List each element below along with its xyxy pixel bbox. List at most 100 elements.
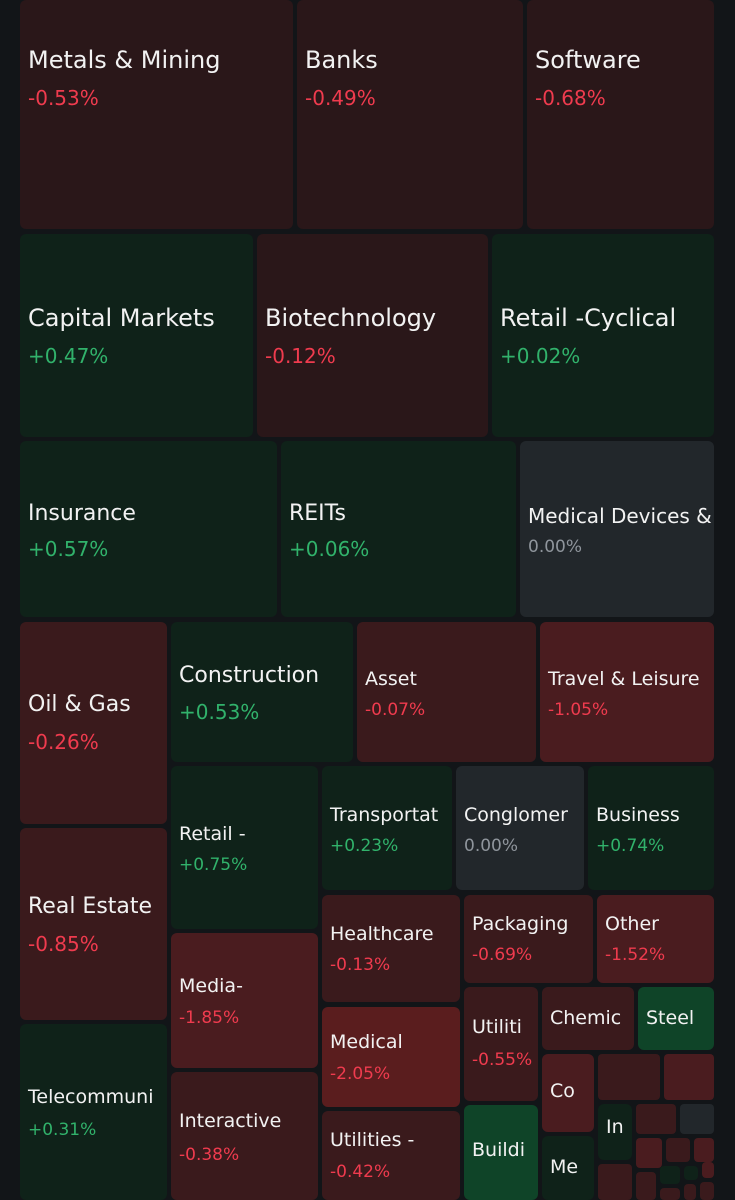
sector-name: Software [535,46,641,74]
sector-tile-interactive[interactable]: Interactive -0.38% [171,1072,318,1200]
sector-name: Capital Markets [28,304,215,332]
sector-name: Medical [330,1031,403,1053]
sector-change: -0.55% [472,1050,533,1070]
sector-change: -0.26% [28,730,99,754]
sector-tile-telecommuni[interactable]: Telecommuni +0.31% [20,1024,167,1200]
sector-name: REITs [289,501,346,526]
sector-name: Buildi [472,1139,525,1161]
sector-change: 0.00% [528,537,583,557]
sector-tile-other[interactable]: Other -1.52% [597,895,714,983]
sector-name: Transportat [330,804,439,826]
sector-change: -1.85% [179,1008,240,1028]
sector-tile-buildi[interactable]: Buildi [464,1105,538,1200]
sector-change: -2.05% [330,1064,391,1084]
sector-tile-small[interactable] [684,1166,698,1180]
sector-name: Real Estate [28,894,153,919]
sector-name: Co [550,1080,575,1102]
sector-change: -0.07% [365,700,426,720]
sector-name: Construction [179,663,320,688]
sector-change: -0.13% [330,955,391,975]
sector-tile-small[interactable] [598,1164,632,1200]
sector-name: Retail -Cyclical [500,304,677,332]
sector-tile-capital-markets[interactable]: Capital Markets +0.47% [20,234,253,437]
sector-tile-small[interactable] [660,1166,680,1184]
sector-change: -1.52% [605,945,666,965]
sector-tile-metals-mining[interactable]: Metals & Mining -0.53% [20,0,293,229]
sector-change: -0.53% [28,86,99,110]
sector-change: 0.00% [464,836,519,856]
sector-tile-medical-devices[interactable]: Medical Devices & 0.00% [520,441,714,617]
sector-tile-business[interactable]: Business +0.74% [588,766,714,890]
sector-name: Utilities - [330,1129,415,1151]
sector-change: +0.31% [28,1120,97,1140]
sector-tile-small[interactable] [664,1054,714,1100]
sector-change: +0.57% [28,537,109,561]
sector-change: -0.12% [265,344,336,368]
sector-tile-in[interactable]: In [598,1104,632,1160]
sector-tile-me[interactable]: Me [542,1136,594,1200]
sector-tile-transportat[interactable]: Transportat +0.23% [322,766,452,890]
sector-change: +0.06% [289,537,370,561]
sector-tile-utiliti[interactable]: Utiliti -0.55% [464,987,538,1101]
sector-tile-medical[interactable]: Medical -2.05% [322,1007,460,1107]
sector-tile-chemic[interactable]: Chemic [542,987,634,1050]
sector-change: +0.53% [179,700,260,724]
sector-change: +0.74% [596,836,665,856]
sector-change: -0.85% [28,932,99,956]
sector-tile-small[interactable] [636,1172,656,1200]
sector-name: Utiliti [472,1016,522,1038]
sector-name: Conglomer [464,804,568,826]
sector-tile-small[interactable] [680,1104,714,1134]
sector-tile-reits[interactable]: REITs +0.06% [281,441,516,617]
sector-tile-small[interactable] [666,1138,690,1162]
sector-tile-insurance[interactable]: Insurance +0.57% [20,441,277,617]
sector-tile-retail-cyclical[interactable]: Retail -Cyclical +0.02% [492,234,714,437]
sector-name: Asset [365,668,417,690]
sector-name: Steel [646,1007,695,1029]
sector-change: +0.75% [179,855,248,875]
sector-change: -1.05% [548,700,609,720]
sector-tile-small[interactable] [700,1182,714,1200]
sector-tile-asset[interactable]: Asset -0.07% [357,622,536,762]
sector-tile-packaging[interactable]: Packaging -0.69% [464,895,593,983]
sector-tile-retail-2[interactable]: Retail - +0.75% [171,766,318,929]
sector-name: Biotechnology [265,304,437,332]
sector-change: -0.68% [535,86,606,110]
sector-name: Packaging [472,913,569,935]
sector-name: Healthcare [330,923,434,945]
sector-tile-banks[interactable]: Banks -0.49% [297,0,523,229]
sector-name: Telecommuni [28,1086,154,1108]
sector-change: +0.02% [500,344,581,368]
sector-tile-utilities-2[interactable]: Utilities - -0.42% [322,1111,460,1200]
sector-tile-small[interactable] [660,1188,680,1200]
sector-tile-real-estate[interactable]: Real Estate -0.85% [20,828,167,1020]
sector-name: Business [596,804,680,826]
sector-tile-conglomer[interactable]: Conglomer 0.00% [456,766,584,890]
sector-tile-healthcare[interactable]: Healthcare -0.13% [322,895,460,1002]
sector-name: In [606,1116,624,1138]
sector-name: Banks [305,46,378,74]
sector-tile-small[interactable] [702,1162,714,1178]
sector-tile-small[interactable] [684,1184,696,1200]
sector-change: +0.47% [28,344,109,368]
sector-name: Chemic [550,1007,622,1029]
sector-tile-steel[interactable]: Steel [638,987,714,1050]
sector-tile-small[interactable] [636,1138,662,1168]
sector-name: Metals & Mining [28,46,221,74]
sector-tile-small[interactable] [598,1054,660,1100]
sector-tile-small[interactable] [694,1138,714,1162]
sector-tile-construction[interactable]: Construction +0.53% [171,622,353,762]
sector-name: Medical Devices & [528,504,712,528]
sector-name: Retail - [179,823,246,845]
sector-tile-software[interactable]: Software -0.68% [527,0,714,229]
sector-tile-biotechnology[interactable]: Biotechnology -0.12% [257,234,488,437]
sector-tile-co[interactable]: Co [542,1054,594,1132]
sector-change: -0.69% [472,945,533,965]
sector-tile-media[interactable]: Media- -1.85% [171,933,318,1068]
sector-tile-small[interactable] [636,1104,676,1134]
sector-name: Insurance [28,501,136,526]
sector-name: Media- [179,975,243,997]
sector-tile-oil-gas[interactable]: Oil & Gas -0.26% [20,622,167,824]
sector-tile-travel-leisure[interactable]: Travel & Leisure -1.05% [540,622,714,762]
